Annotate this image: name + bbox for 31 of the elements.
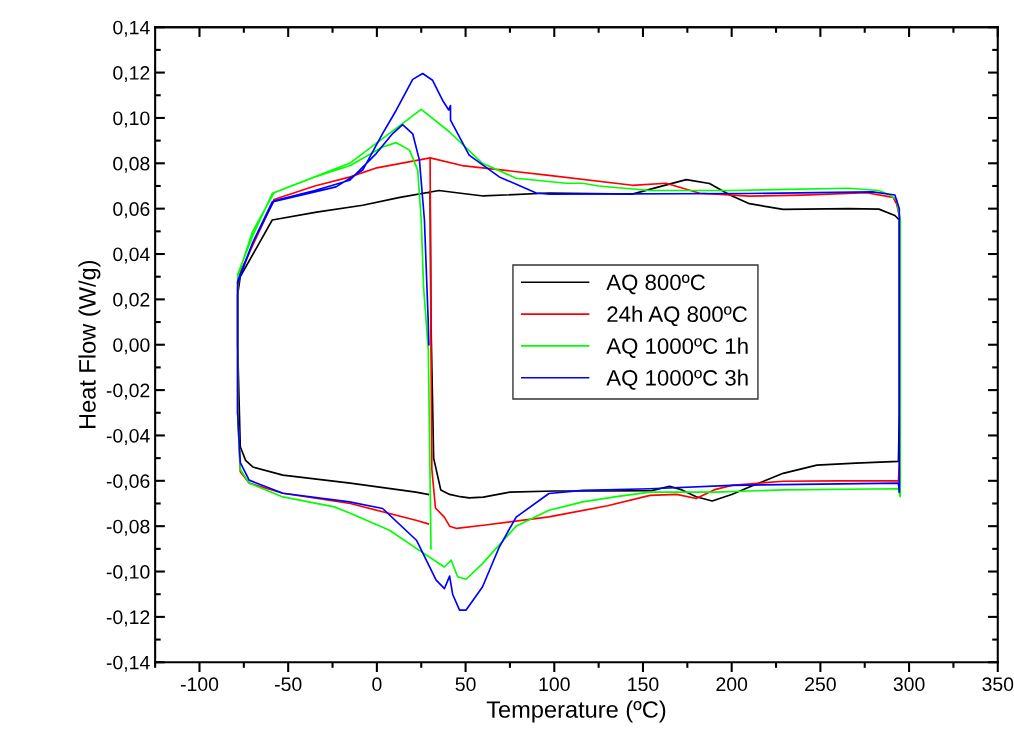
y-axis-title: Heat Flow (W/g) (78, 260, 101, 429)
y-tick-label: 0,14 (113, 20, 150, 37)
y-tick-label: -0,10 (106, 565, 150, 582)
x-axis-title: Temperature (ºC) (486, 700, 666, 723)
y-tick-label: -0,08 (106, 519, 150, 536)
x-tick-label: 150 (628, 677, 659, 692)
y-tick-label: -0,02 (106, 383, 150, 400)
legend-label: 24h AQ 800ºC (607, 305, 747, 327)
y-tick-label: -0,06 (106, 474, 150, 491)
y-tick-label: 0,00 (113, 338, 150, 355)
x-tick-label: 200 (716, 677, 748, 692)
legend-label: AQ 800ºC (606, 274, 705, 295)
x-tick-label: 100 (539, 677, 570, 692)
x-tick-label: 300 (893, 677, 925, 692)
x-tick-label: -50 (275, 677, 302, 692)
y-tick-label: 0,02 (113, 292, 150, 309)
x-tick-label: 250 (805, 677, 836, 692)
y-tick-label: 0,08 (113, 156, 150, 173)
x-tick-label: 350 (982, 677, 1014, 692)
y-tick-label: 0,06 (113, 202, 150, 219)
legend-label: AQ 1000ºC 1h (606, 337, 748, 358)
y-tick-label: 0,12 (113, 66, 150, 83)
y-tick-label: -0,14 (106, 655, 150, 672)
y-tick-label: -0,04 (106, 428, 150, 445)
x-tick-label: 0 (372, 677, 382, 692)
legend-label: AQ 1000ºC 3h (606, 369, 748, 390)
x-tick-label: -100 (180, 677, 219, 692)
x-tick-label: 50 (455, 677, 476, 692)
y-tick-label: 0,10 (113, 111, 150, 128)
y-tick-label: -0,12 (106, 610, 150, 627)
y-tick-label: 0,04 (113, 247, 150, 264)
